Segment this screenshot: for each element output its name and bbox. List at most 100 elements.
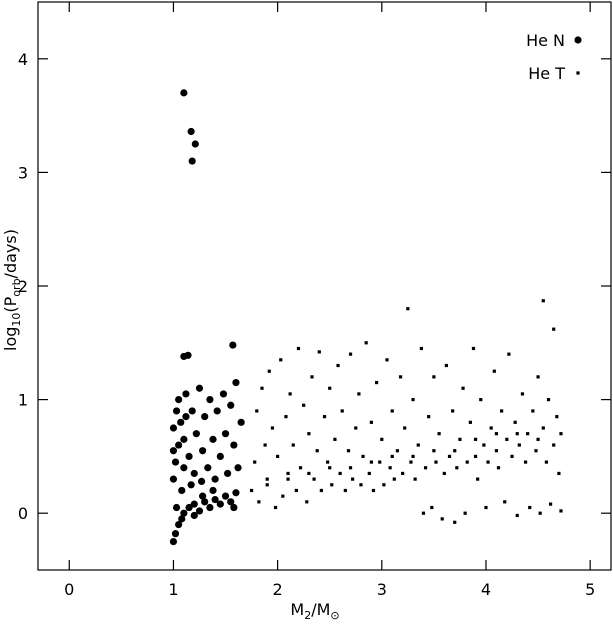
point <box>234 464 242 472</box>
y-tick-label: 3 <box>18 163 28 182</box>
point <box>367 471 371 476</box>
point <box>315 449 319 453</box>
point <box>455 466 459 470</box>
legend-label: He T <box>528 64 565 83</box>
point <box>453 520 457 524</box>
y-label-sub: orb <box>10 278 23 296</box>
point <box>237 418 245 426</box>
point <box>190 469 198 478</box>
point <box>423 466 428 470</box>
point <box>388 466 392 470</box>
point <box>520 392 525 396</box>
point <box>326 460 330 464</box>
x-label-sub: 2 <box>304 609 311 622</box>
point <box>230 503 238 512</box>
point <box>395 449 400 453</box>
point <box>296 346 301 351</box>
point <box>411 454 415 458</box>
point <box>348 352 353 356</box>
point <box>536 375 540 379</box>
point <box>361 454 365 458</box>
x-tick-label: 4 <box>481 580 491 599</box>
point <box>476 477 480 481</box>
point <box>171 530 180 538</box>
point <box>171 458 180 466</box>
point <box>552 327 556 331</box>
y-tick-label: 4 <box>18 50 28 69</box>
point <box>286 477 290 481</box>
point <box>440 517 444 521</box>
point <box>286 471 290 476</box>
point <box>528 505 532 510</box>
point <box>302 403 306 407</box>
point <box>211 475 219 483</box>
point <box>230 441 238 449</box>
point <box>517 443 521 447</box>
point <box>177 418 185 426</box>
legend-marker <box>574 36 582 44</box>
point <box>172 503 181 512</box>
point <box>206 503 214 512</box>
point <box>288 392 292 396</box>
point <box>211 495 219 504</box>
point <box>270 426 275 430</box>
point <box>354 426 358 430</box>
y-tick-label: 1 <box>18 391 28 410</box>
point <box>263 443 267 447</box>
point <box>444 363 448 368</box>
point <box>559 509 563 513</box>
point <box>213 407 221 415</box>
point <box>195 384 204 392</box>
point <box>227 401 235 409</box>
point <box>390 409 394 413</box>
point <box>427 415 431 419</box>
y-axis-label: log10(Porb/days) <box>1 229 23 351</box>
point <box>555 415 559 419</box>
point <box>482 443 486 447</box>
point <box>557 471 561 476</box>
point <box>458 437 462 441</box>
point <box>492 369 496 373</box>
y-label-part: /days) <box>1 229 20 278</box>
point <box>185 452 193 460</box>
point <box>505 437 509 441</box>
point <box>348 466 353 470</box>
point <box>541 426 545 430</box>
point <box>359 483 363 487</box>
point <box>453 449 457 453</box>
point <box>216 452 224 460</box>
point <box>538 511 542 515</box>
point <box>281 494 285 498</box>
point <box>178 515 186 523</box>
point <box>473 437 478 441</box>
point <box>465 460 469 464</box>
point <box>403 426 407 430</box>
point <box>479 398 483 402</box>
point <box>229 341 237 349</box>
point <box>351 477 355 481</box>
point <box>364 341 368 345</box>
x-tick-label: 3 <box>377 580 387 599</box>
point <box>385 358 389 362</box>
point <box>216 500 224 508</box>
point <box>371 488 376 493</box>
point <box>265 477 269 481</box>
x-axis-label: M2/M⊙ <box>290 600 339 622</box>
x-tick-label: 5 <box>585 580 595 599</box>
point <box>191 140 199 148</box>
point <box>503 500 507 504</box>
point <box>330 483 334 487</box>
point <box>180 435 188 443</box>
y-label-part: log <box>1 327 20 351</box>
point <box>190 500 198 508</box>
point <box>182 413 190 421</box>
point <box>357 392 361 396</box>
point <box>172 407 181 415</box>
point <box>219 390 228 398</box>
point <box>333 437 337 441</box>
point <box>169 447 178 455</box>
point <box>279 358 283 362</box>
point <box>175 520 183 529</box>
point <box>369 460 373 464</box>
point <box>227 498 235 506</box>
